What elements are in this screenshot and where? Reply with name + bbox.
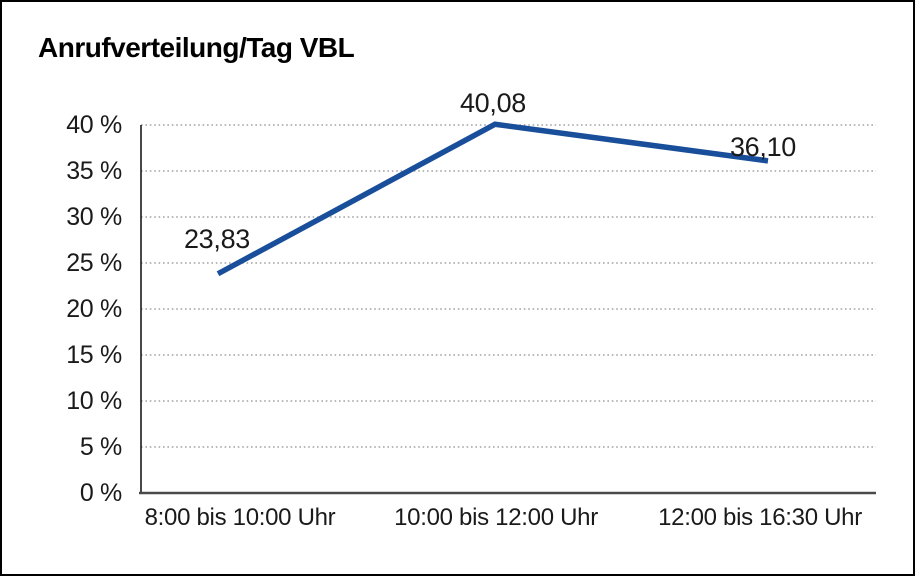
y-tick-label: 20 % [66,295,122,323]
x-category-label: 8:00 bis 10:00 Uhr [144,504,336,531]
y-tick-label: 5 % [79,433,122,461]
y-tick-label: 0 % [79,479,122,507]
chart-title: Anrufverteilung/Tag VBL [38,32,355,63]
y-tick-label: 40 % [66,111,122,139]
y-tick-label: 25 % [66,249,122,277]
series-line [216,121,769,277]
y-tick-label: 30 % [66,203,122,231]
x-category-label: 12:00 bis 16:30 Uhr [658,504,862,531]
x-category-label: 10:00 bis 12:00 Uhr [394,504,598,531]
y-tick-label: 15 % [66,341,122,369]
y-tick-label: 35 % [66,157,122,185]
data-point-label: 23,83 [183,224,251,254]
data-point-label: 40,08 [459,88,527,118]
y-tick-label: 10 % [66,387,122,415]
data-point-label: 36,10 [729,132,797,162]
